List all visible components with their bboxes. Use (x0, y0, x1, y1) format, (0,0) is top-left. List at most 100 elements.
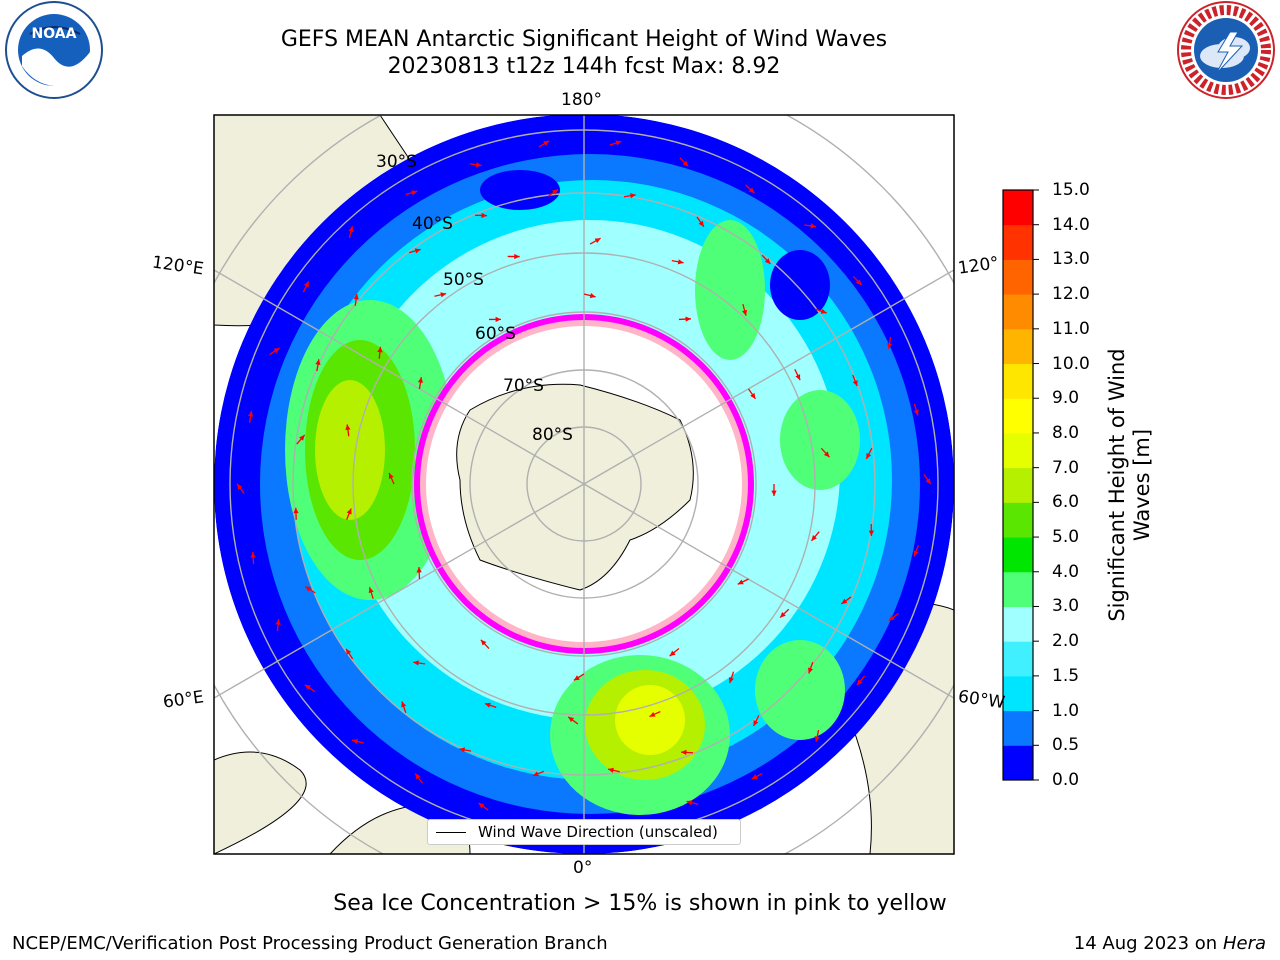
wind-arrow-head (484, 702, 491, 708)
lon-label-0: 0° (573, 858, 593, 878)
wind-arrow-head (275, 619, 281, 625)
wind-arrow-head (416, 567, 422, 573)
wind-arrow-head (823, 451, 830, 458)
lat-label-50s: 50°S (443, 270, 484, 290)
wind-arrow-head (353, 293, 359, 300)
colorbar-swatch (1003, 190, 1033, 226)
wind-arrow-head (293, 507, 299, 514)
map-legend: Wind Wave Direction (unscaled) (427, 819, 741, 845)
colorbar-tick-label: 15.0 (1052, 180, 1090, 200)
wind-arrow-head (478, 803, 485, 809)
footer-host: Hera (1222, 933, 1266, 954)
wind-arrow-head (237, 483, 243, 490)
wind-arrow-head (808, 667, 814, 674)
wind-arrow-head (305, 586, 312, 592)
wind-arrow-head (481, 212, 487, 219)
wind-arrow-head (630, 193, 636, 199)
wind-arrow-head (886, 343, 893, 349)
wind-arrow-head (315, 359, 321, 365)
wind-arrow-head (728, 677, 734, 684)
lat-label-80s: 80°S (532, 425, 573, 445)
wind-arrow-head (346, 648, 352, 655)
colorbar-swatch (1003, 606, 1033, 642)
wind-arrow-head (514, 253, 520, 260)
colorbar-tick-label: 0.5 (1052, 735, 1080, 756)
wind-arrow-head (401, 701, 407, 708)
colorbar-tick-label: 2.0 (1052, 631, 1080, 652)
colorbar-swatch (1003, 467, 1033, 503)
wind-arrow-head (698, 220, 704, 227)
wind-arrow-head (352, 738, 358, 744)
footer-date-text: 14 Aug 2023 on (1073, 933, 1218, 954)
wind-arrow-head (552, 189, 559, 195)
wind-arrow-head (795, 374, 801, 381)
wind-arrow-head (589, 293, 596, 299)
colorbar-swatch (1003, 641, 1033, 677)
colorbar-swatch (1003, 745, 1033, 781)
wind-arrow-head (273, 347, 280, 354)
wind-arrow-head (669, 650, 676, 657)
colorbar-tick-label: 9.0 (1052, 388, 1080, 409)
colorbar-tick-label: 0.0 (1052, 770, 1080, 790)
colorbar-swatch (1003, 328, 1033, 365)
lat-label-70s: 70°S (503, 376, 544, 396)
wind-arrow-head (685, 316, 691, 322)
wind-arrow-head (811, 535, 817, 541)
wind-arrow-head (888, 615, 895, 621)
lon-label-180: 180° (561, 90, 602, 110)
footer-date: 14 Aug 2023 on Hera (1074, 933, 1266, 955)
wind-arrow-head (594, 238, 601, 244)
wind-arrow-head (248, 410, 254, 417)
wind-arrow-head (866, 452, 872, 459)
noaa-logo: NOAA (5, 1, 103, 99)
colorbar-tick-label: 1.5 (1052, 665, 1080, 686)
wind-arrow-head (413, 660, 419, 666)
wind-arrow-head (820, 308, 827, 314)
wind-arrow-head (677, 259, 684, 265)
wind-arrow-head (417, 377, 424, 383)
colorbar-tick-label: 8.0 (1052, 422, 1080, 443)
wind-arrow-head (480, 639, 487, 646)
wind-arrow-head (388, 473, 394, 480)
map-title: GEFS MEAN Antarctic Significant Height o… (280, 27, 888, 52)
colorbar-tick-label: 11.0 (1052, 318, 1090, 339)
wind-arrow-head (415, 773, 421, 780)
wind-arrow-head (868, 530, 874, 536)
sea-ice-note: Sea Ice Concentration > 15% is shown in … (333, 891, 947, 916)
wind-arrow-head (750, 392, 756, 399)
colorbar-swatch (1003, 502, 1033, 538)
colorbar-swatch (1003, 432, 1033, 469)
colorbar-tick-label: 6.0 (1052, 492, 1080, 513)
wind-arrow-head (751, 774, 758, 780)
footer-branch: NCEP/EMC/Verification Post Processing Pr… (12, 933, 608, 954)
wind-arrow-head (532, 771, 539, 777)
lat-label-30s: 30°S (376, 152, 417, 172)
colorbar-swatch (1003, 537, 1033, 573)
wind-arrow-head (771, 490, 777, 496)
wind-arrow-head (737, 579, 744, 585)
wind-arrow-head (841, 598, 848, 604)
colorbar-tick-label: 1.0 (1052, 700, 1080, 721)
wind-arrow-head (857, 679, 863, 686)
wind-arrow-head (411, 190, 418, 196)
wind-arrow-head (345, 424, 351, 431)
colorbar-tick-label: 5.0 (1052, 527, 1080, 548)
wind-arrow-head (615, 140, 622, 146)
wind-arrow-head (913, 550, 919, 557)
wind-arrow-head (348, 226, 354, 233)
wind-arrow-head (440, 292, 447, 298)
colorbar-tick-label: 12.0 (1052, 284, 1090, 305)
colorbar (1002, 189, 1039, 781)
wind-arrow-head (748, 187, 755, 194)
wind-arrow-head (852, 380, 858, 387)
wind-arrow-head (346, 508, 352, 515)
wind-arrow-head (780, 611, 786, 618)
wind-arrow-head (814, 736, 820, 742)
colorbar-tick-label: 10.0 (1052, 353, 1090, 374)
wind-arrow-head (608, 767, 614, 773)
antarctica-land (456, 383, 694, 591)
wind-arrow-head (682, 160, 689, 167)
wind-arrow-head (495, 316, 501, 323)
colorbar-label-text: Significant Height of Wind Waves [m] (1105, 348, 1154, 622)
colorbar-tick-label: 3.0 (1052, 596, 1080, 617)
